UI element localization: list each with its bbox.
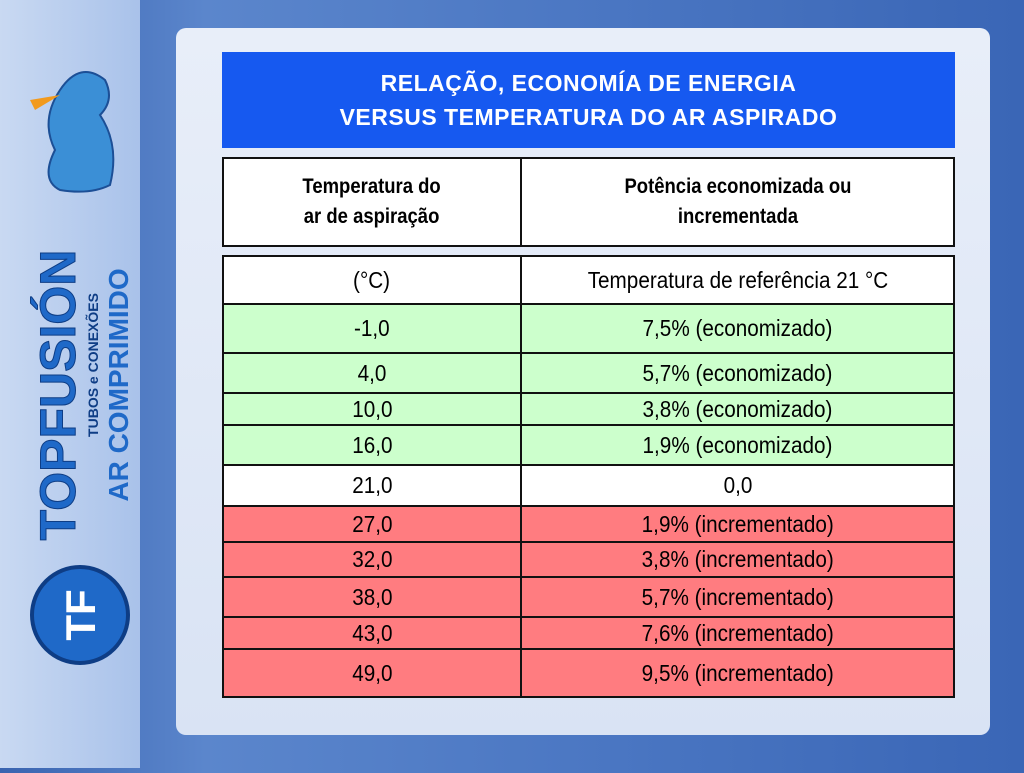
table-cell: Temperatura de referência 21 °C <box>522 257 953 303</box>
table-cell: 21,0 <box>224 466 522 505</box>
table-cell: 5,7% (economizado) <box>522 354 953 392</box>
cell-text: 1,9% (economizado) <box>642 431 833 458</box>
table-cell: 27,0 <box>224 507 522 541</box>
table-row: 38,0 5,7% (incrementado) <box>224 578 953 618</box>
logo: TF TOPFUSIÓN TUBOS e CONEXÕES AR COMPRIM… <box>30 71 134 665</box>
table-row: 32,0 3,8% (incrementado) <box>224 543 953 578</box>
cell-text: 5,7% (economizado) <box>642 359 833 386</box>
cell-text: Temperatura de referência 21 °C <box>587 266 888 293</box>
cell-text: 3,8% (economizado) <box>642 395 833 422</box>
cell-text: 38,0 <box>351 583 393 610</box>
cell-text: 21,0 <box>351 472 393 498</box>
flame-icon <box>30 95 60 110</box>
cell-text: 3,8% (incrementado) <box>641 546 834 572</box>
table-cell: 7,6% (incrementado) <box>522 618 953 648</box>
table-cell: 7,5% (economizado) <box>522 305 953 352</box>
table-cell: 38,0 <box>224 578 522 616</box>
cell-text: 43,0 <box>351 619 393 646</box>
table-row: 49,0 9,5% (incrementado) <box>224 650 953 696</box>
table-cell: 5,7% (incrementado) <box>522 578 953 616</box>
table-row: (°C) Temperatura de referência 21 °C <box>224 257 953 305</box>
table-row: 43,0 7,6% (incrementado) <box>224 618 953 650</box>
table-row: 21,0 0,0 <box>224 466 953 507</box>
cell-text: 32,0 <box>351 546 393 572</box>
dragon-icon <box>47 71 115 193</box>
table-cell: 49,0 <box>224 650 522 696</box>
table-cell: 3,8% (economizado) <box>522 394 953 424</box>
table-row: -1,0 7,5% (economizado) <box>224 305 953 354</box>
table-cell: 1,9% (incrementado) <box>522 507 953 541</box>
table-cell: -1,0 <box>224 305 522 352</box>
tf-text: TF <box>57 589 104 640</box>
header-table: Temperatura do ar de aspiração Potência e… <box>222 157 955 247</box>
cell-text: 9,5% (incrementado) <box>641 659 834 686</box>
tf-circle <box>30 565 130 665</box>
table-cell: 43,0 <box>224 618 522 648</box>
header-cell: Potência economizada ou incrementada <box>522 159 953 245</box>
title-line: VERSUS TEMPERATURA DO AR ASPIRADO <box>339 104 838 130</box>
cell-text: 49,0 <box>351 659 393 686</box>
table-row: 4,0 5,7% (economizado) <box>224 354 953 394</box>
table-cell: 32,0 <box>224 543 522 576</box>
table-cell: 10,0 <box>224 394 522 424</box>
cell-text: 4,0 <box>357 359 387 386</box>
cell-text: 7,5% (economizado) <box>642 315 833 341</box>
cell-text: 16,0 <box>351 431 393 458</box>
cell-text: 7,6% (incrementado) <box>641 619 834 646</box>
table-cell: 4,0 <box>224 354 522 392</box>
cell-text: 27,0 <box>351 510 393 537</box>
header-text: Potência economizada ou incrementada <box>624 175 851 228</box>
cell-text: 1,9% (incrementado) <box>641 510 834 537</box>
brand-subtitle: TUBOS e CONEXÕES <box>84 293 101 437</box>
title-line: RELAÇÃO, ECONOMÍA DE ENERGIA <box>380 70 797 96</box>
logo-sidebar: TF TOPFUSIÓN TUBOS e CONEXÕES AR COMPRIM… <box>0 0 140 768</box>
header-text: Temperatura do ar de aspiração <box>302 175 442 228</box>
table-row: 10,0 3,8% (economizado) <box>224 394 953 426</box>
table-cell: (°C) <box>224 257 522 303</box>
cell-text: 0,0 <box>723 472 752 498</box>
cell-text: 10,0 <box>351 395 393 422</box>
table-cell: 0,0 <box>522 466 953 505</box>
cell-text: 5,7% (incrementado) <box>641 583 834 610</box>
title-box: RELAÇÃO, ECONOMÍA DE ENERGIA VERSUS TEMP… <box>222 52 955 148</box>
cell-text: (°C) <box>353 266 391 293</box>
product-text: AR COMPRIMIDO <box>103 268 134 501</box>
brand-text: TOPFUSIÓN <box>30 250 86 541</box>
table-row: 27,0 1,9% (incrementado) <box>224 507 953 543</box>
table-cell: 9,5% (incrementado) <box>522 650 953 696</box>
table-cell: 16,0 <box>224 426 522 464</box>
data-table: (°C) Temperatura de referência 21 °C -1,0 7… <box>222 255 955 698</box>
cell-text: -1,0 <box>354 315 390 341</box>
header-cell: Temperatura do ar de aspiração <box>224 159 522 245</box>
table-cell: 3,8% (incrementado) <box>522 543 953 576</box>
table-cell: 1,9% (economizado) <box>522 426 953 464</box>
table-row: 16,0 1,9% (economizado) <box>224 426 953 466</box>
